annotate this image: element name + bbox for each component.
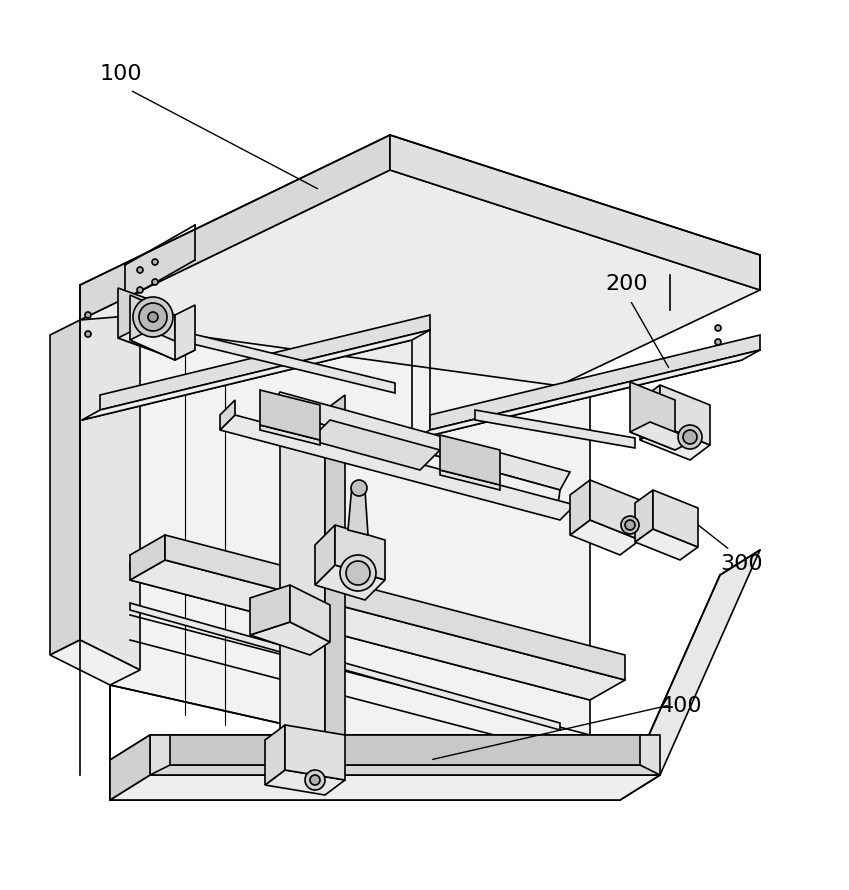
Circle shape xyxy=(85,312,91,318)
Polygon shape xyxy=(250,585,290,635)
Polygon shape xyxy=(315,525,335,585)
Polygon shape xyxy=(80,320,620,800)
Polygon shape xyxy=(412,350,760,440)
Polygon shape xyxy=(640,385,660,440)
Polygon shape xyxy=(635,490,653,542)
Circle shape xyxy=(683,430,697,444)
Polygon shape xyxy=(440,435,500,485)
Polygon shape xyxy=(265,770,345,795)
Polygon shape xyxy=(390,135,760,290)
Circle shape xyxy=(310,775,320,785)
Circle shape xyxy=(133,297,173,337)
Circle shape xyxy=(340,555,376,591)
Polygon shape xyxy=(175,305,195,360)
Polygon shape xyxy=(220,400,235,430)
Polygon shape xyxy=(310,420,440,470)
Circle shape xyxy=(715,325,721,331)
Text: 400: 400 xyxy=(660,696,703,716)
Polygon shape xyxy=(270,392,570,490)
Polygon shape xyxy=(265,725,285,785)
Polygon shape xyxy=(570,480,590,535)
Polygon shape xyxy=(285,725,345,780)
Polygon shape xyxy=(570,520,640,555)
Circle shape xyxy=(625,520,635,530)
Polygon shape xyxy=(653,490,698,547)
Circle shape xyxy=(678,425,702,449)
Polygon shape xyxy=(290,585,330,642)
Polygon shape xyxy=(220,415,575,520)
Polygon shape xyxy=(630,382,675,450)
Polygon shape xyxy=(50,640,140,685)
Polygon shape xyxy=(118,328,185,355)
Polygon shape xyxy=(620,550,760,800)
Polygon shape xyxy=(80,315,140,670)
Polygon shape xyxy=(150,765,660,775)
Polygon shape xyxy=(268,410,560,505)
Polygon shape xyxy=(130,535,165,580)
Circle shape xyxy=(152,259,158,265)
Text: 200: 200 xyxy=(605,274,648,294)
Polygon shape xyxy=(130,603,560,730)
Polygon shape xyxy=(110,735,150,800)
Polygon shape xyxy=(193,334,395,393)
Polygon shape xyxy=(475,410,635,448)
Polygon shape xyxy=(640,425,710,460)
Polygon shape xyxy=(50,320,80,655)
Polygon shape xyxy=(130,295,175,360)
Polygon shape xyxy=(630,422,695,450)
Text: 300: 300 xyxy=(720,554,762,574)
Polygon shape xyxy=(335,525,385,580)
Polygon shape xyxy=(80,135,390,320)
Polygon shape xyxy=(100,315,430,410)
Circle shape xyxy=(305,770,325,790)
Circle shape xyxy=(137,267,143,273)
Circle shape xyxy=(715,339,721,345)
Polygon shape xyxy=(430,335,760,430)
Circle shape xyxy=(351,480,367,496)
Polygon shape xyxy=(130,563,560,690)
Polygon shape xyxy=(110,775,660,800)
Polygon shape xyxy=(165,535,625,680)
Polygon shape xyxy=(440,470,500,490)
Circle shape xyxy=(137,287,143,293)
Polygon shape xyxy=(250,622,330,655)
Polygon shape xyxy=(260,425,320,445)
Circle shape xyxy=(621,516,639,534)
Circle shape xyxy=(139,303,167,331)
Circle shape xyxy=(346,561,370,585)
Polygon shape xyxy=(325,395,345,750)
Polygon shape xyxy=(660,385,710,445)
Polygon shape xyxy=(130,330,195,360)
Polygon shape xyxy=(170,735,640,765)
Polygon shape xyxy=(260,390,320,440)
Circle shape xyxy=(152,279,158,285)
Polygon shape xyxy=(150,735,660,775)
Polygon shape xyxy=(130,560,625,700)
Polygon shape xyxy=(635,529,698,560)
Polygon shape xyxy=(118,288,165,355)
Polygon shape xyxy=(315,565,385,600)
Circle shape xyxy=(148,312,158,322)
Polygon shape xyxy=(280,400,325,750)
Polygon shape xyxy=(82,330,430,420)
Polygon shape xyxy=(348,485,368,535)
Circle shape xyxy=(85,331,91,337)
Polygon shape xyxy=(80,170,760,435)
Text: 100: 100 xyxy=(100,64,143,84)
Polygon shape xyxy=(590,480,640,540)
